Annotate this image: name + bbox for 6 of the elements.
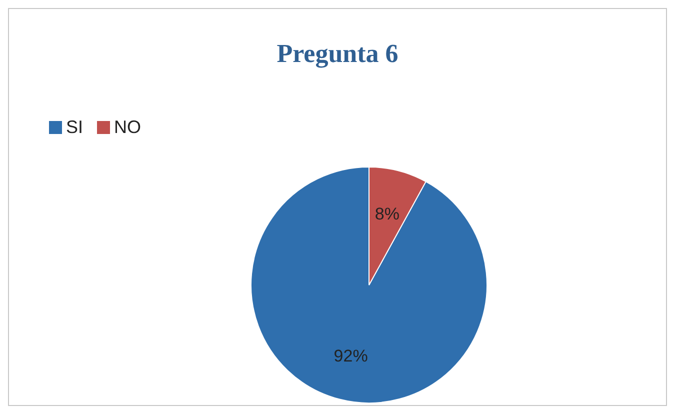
data-label: 92%	[334, 346, 368, 366]
legend-label: NO	[113, 117, 142, 138]
pie-slice	[250, 166, 488, 404]
legend-label: SI	[65, 117, 84, 138]
chart-title: Pregunta 6	[276, 39, 400, 69]
data-label: 8%	[374, 204, 400, 224]
